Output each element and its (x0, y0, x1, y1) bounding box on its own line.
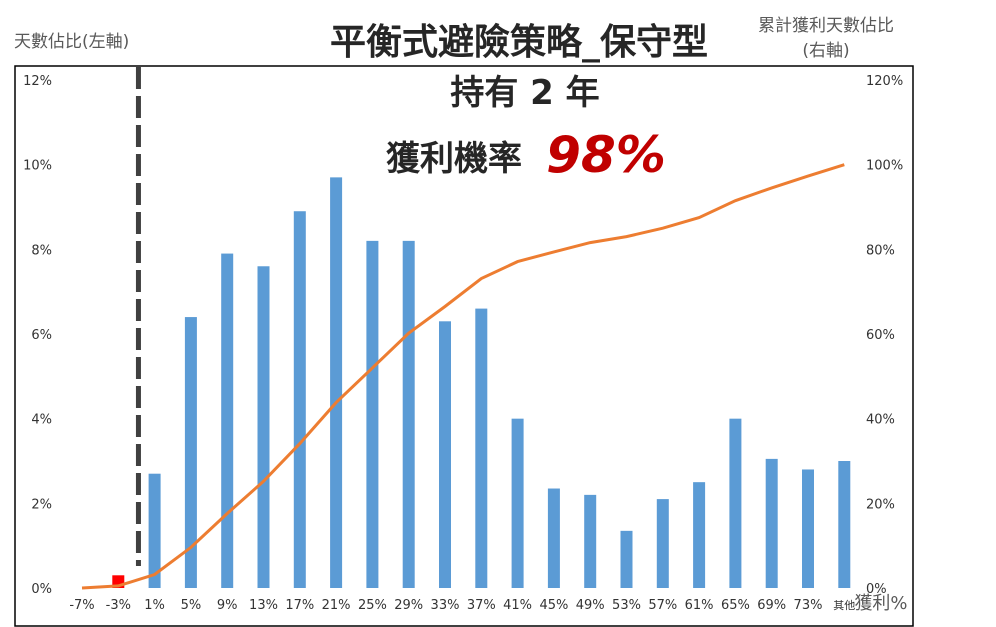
x-tick-label: 13% (249, 598, 278, 613)
left-tick-label: 12% (23, 74, 52, 89)
x-tick-label: 17% (285, 598, 314, 613)
left-tick-label: 6% (31, 328, 52, 343)
bar (475, 308, 488, 588)
x-tick-label: 5% (181, 598, 202, 613)
left-tick-label: 8% (31, 243, 52, 258)
bar (439, 321, 451, 588)
cumulative-line (81, 163, 845, 590)
bar (402, 240, 415, 588)
x-tick-label: 29% (394, 598, 423, 613)
x-tick-label: 25% (358, 598, 387, 613)
right-tick-label: 120% (866, 74, 903, 89)
x-tick-label: 其他 (833, 599, 855, 612)
bar (765, 458, 778, 588)
bar (729, 418, 742, 588)
x-tick-label: 53% (612, 598, 641, 613)
x-tick-label: 9% (217, 598, 238, 613)
bar (184, 317, 197, 588)
chart-title: 平衡式避險策略_保守型 (330, 22, 708, 63)
x-tick-label: 33% (431, 598, 460, 613)
left-tick-label: 0% (31, 582, 52, 597)
chart-subtitle: 持有 2 年 (450, 73, 599, 113)
right-tick-label: 20% (866, 497, 895, 512)
x-tick-label: 57% (648, 598, 677, 613)
right-tick-label: 0% (866, 582, 887, 597)
bar (620, 530, 633, 588)
right-tick-label: 80% (866, 243, 895, 258)
right-axis-title-line1: 累計獲利天數佔比 (758, 16, 894, 36)
bar (366, 240, 379, 588)
x-axis-ticks: -7% -3% 1% 5% 9% 13% 17% 21% 25% 29% 33% 37% 41% 45% 4… (69, 598, 855, 613)
bar (257, 266, 270, 588)
right-tick-label: 100% (866, 159, 903, 174)
right-tick-label: 40% (866, 413, 895, 428)
plot-area (14, 65, 914, 627)
x-tick-label: 1% (144, 598, 165, 613)
left-tick-label: 4% (31, 413, 52, 428)
profit-probability-value: 98% (546, 126, 666, 184)
bar (656, 499, 669, 588)
bar (221, 253, 234, 589)
bar-series (112, 177, 851, 589)
x-axis-title: 獲利% (854, 593, 907, 614)
left-axis-title: 天數佔比(左軸) (14, 32, 129, 52)
x-tick-label: 73% (794, 598, 823, 613)
x-tick-label: 41% (503, 598, 532, 613)
bar (584, 494, 597, 588)
bar (693, 482, 706, 588)
left-axis-ticks: 0% 2% 4% 6% 8% 10% 12% (23, 74, 52, 597)
x-tick-label: -3% (106, 598, 131, 613)
right-tick-label: 60% (866, 328, 895, 343)
bar (838, 461, 851, 588)
profit-probability-label: 獲利機率 (386, 139, 522, 179)
left-tick-label: 10% (23, 159, 52, 174)
x-tick-label: 49% (576, 598, 605, 613)
bar (148, 473, 161, 588)
x-tick-label: 45% (539, 598, 568, 613)
bar (293, 211, 306, 588)
bar (547, 488, 560, 588)
bar (511, 418, 524, 588)
left-tick-label: 2% (31, 497, 52, 512)
right-axis-title-line2: (右軸) (802, 41, 849, 61)
x-tick-label: 65% (721, 598, 750, 613)
x-tick-label: 69% (757, 598, 786, 613)
x-tick-label: 61% (685, 598, 714, 613)
x-tick-label: 37% (467, 598, 496, 613)
bar (330, 177, 343, 588)
x-tick-label: -7% (69, 598, 94, 613)
x-tick-label: 21% (322, 598, 351, 613)
right-axis-ticks: 0% 20% 40% 60% 80% 100% 120% (866, 74, 903, 597)
bar (802, 469, 814, 588)
